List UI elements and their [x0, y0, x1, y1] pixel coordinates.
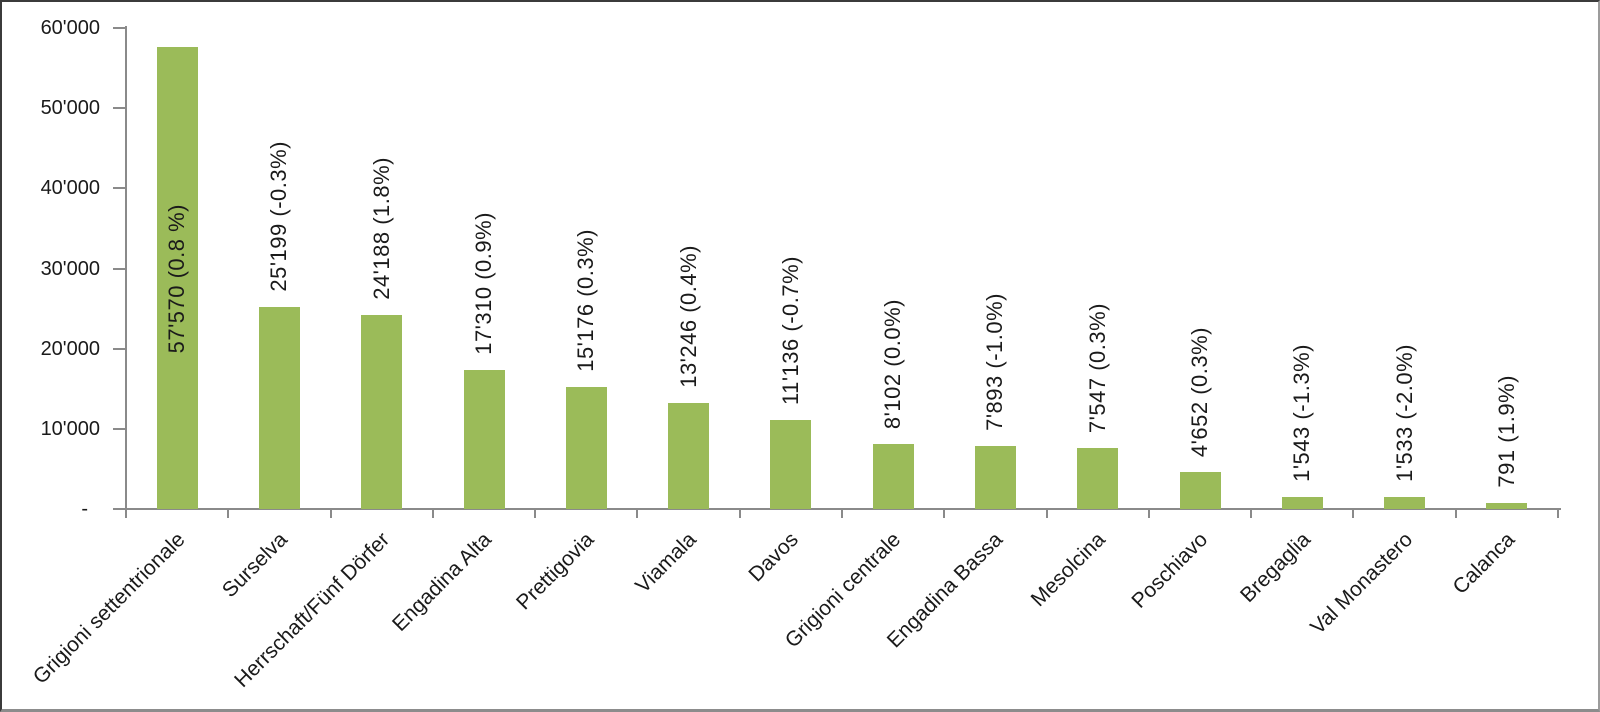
x-category-label: Engadina Alta [388, 528, 497, 636]
x-category-label: Surselva [217, 528, 292, 603]
y-tick-label: 10'000 [40, 417, 100, 440]
x-tick [431, 510, 434, 518]
x-category-label: Poschiavo [1127, 528, 1213, 613]
y-tick-label: 40'000 [40, 177, 100, 200]
y-tick [113, 107, 126, 110]
bar-data-label: 24'188 (1.8%) [368, 157, 394, 300]
bar [258, 306, 300, 509]
y-tick [113, 267, 126, 270]
x-tick [636, 510, 639, 518]
y-tick-label: 50'000 [40, 97, 100, 120]
x-category-label: Davos [744, 528, 804, 587]
bar-data-label: 791 (1.9%) [1493, 374, 1519, 488]
bar [1486, 502, 1528, 509]
x-category-label: Bregaglia [1235, 528, 1315, 608]
bar [565, 387, 607, 509]
bar-data-label: 17'310 (0.9%) [471, 212, 496, 356]
x-tick [329, 510, 332, 518]
x-tick [1352, 510, 1355, 518]
y-tick [113, 508, 126, 510]
x-axis-line [125, 508, 1561, 510]
bar [1384, 496, 1426, 509]
bar [1281, 496, 1323, 509]
bar-data-label: 25'199 (-0.3%) [266, 140, 292, 292]
bar [463, 370, 505, 509]
bar-data-label: 1'533 (-2.0%) [1391, 343, 1417, 482]
bar-data-label: 13'246 (0.4%) [675, 244, 701, 388]
x-tick [227, 510, 230, 518]
bar [668, 402, 710, 509]
bar [974, 445, 1016, 509]
bar-data-label: 15'176 (0.3%) [573, 229, 599, 373]
y-tick [113, 187, 126, 190]
y-tick [113, 347, 126, 350]
x-tick [1454, 510, 1457, 518]
y-tick-label: - [81, 498, 88, 520]
bar-data-label: 8'102 (0.0%) [880, 299, 906, 430]
bar [361, 315, 403, 509]
y-axis-line [125, 26, 127, 512]
bar [1077, 448, 1119, 509]
x-tick [943, 510, 946, 518]
bar-data-label: 7'547 (0.3%) [1084, 303, 1110, 434]
x-tick [1147, 510, 1150, 518]
x-category-label: Grigioni settentrionale [28, 528, 190, 689]
bar-data-label: 7'893 (-1.0%) [982, 292, 1008, 431]
bar-data-label: 57'570 (0.8 %) [164, 203, 190, 354]
x-tick [1557, 510, 1559, 518]
bar [872, 444, 914, 509]
bar-data-label: 4'652 (0.3%) [1187, 326, 1212, 457]
x-category-label: Calanca [1448, 528, 1520, 599]
x-tick [125, 510, 127, 518]
x-tick [841, 510, 843, 518]
y-tick-label: 30'000 [40, 257, 100, 280]
y-tick-label: 60'000 [40, 17, 100, 39]
y-tick [113, 427, 126, 430]
x-category-label: Prettigovia [512, 528, 599, 615]
x-tick [1045, 510, 1048, 518]
bar-data-label: 1'543 (-1.3%) [1289, 343, 1315, 482]
x-tick [534, 510, 537, 518]
x-category-label: Mesolcina [1026, 528, 1110, 612]
x-category-label: Viamala [631, 528, 701, 598]
x-tick [738, 510, 741, 518]
x-tick [1250, 510, 1253, 518]
bar [770, 419, 812, 509]
x-category-label: Val Monastero [1305, 528, 1417, 639]
bar [1179, 471, 1221, 509]
bar-data-label: 11'136 (-0.7%) [777, 255, 803, 405]
y-tick [113, 27, 126, 29]
y-tick-label: 20'000 [40, 337, 100, 360]
bar [156, 47, 198, 509]
